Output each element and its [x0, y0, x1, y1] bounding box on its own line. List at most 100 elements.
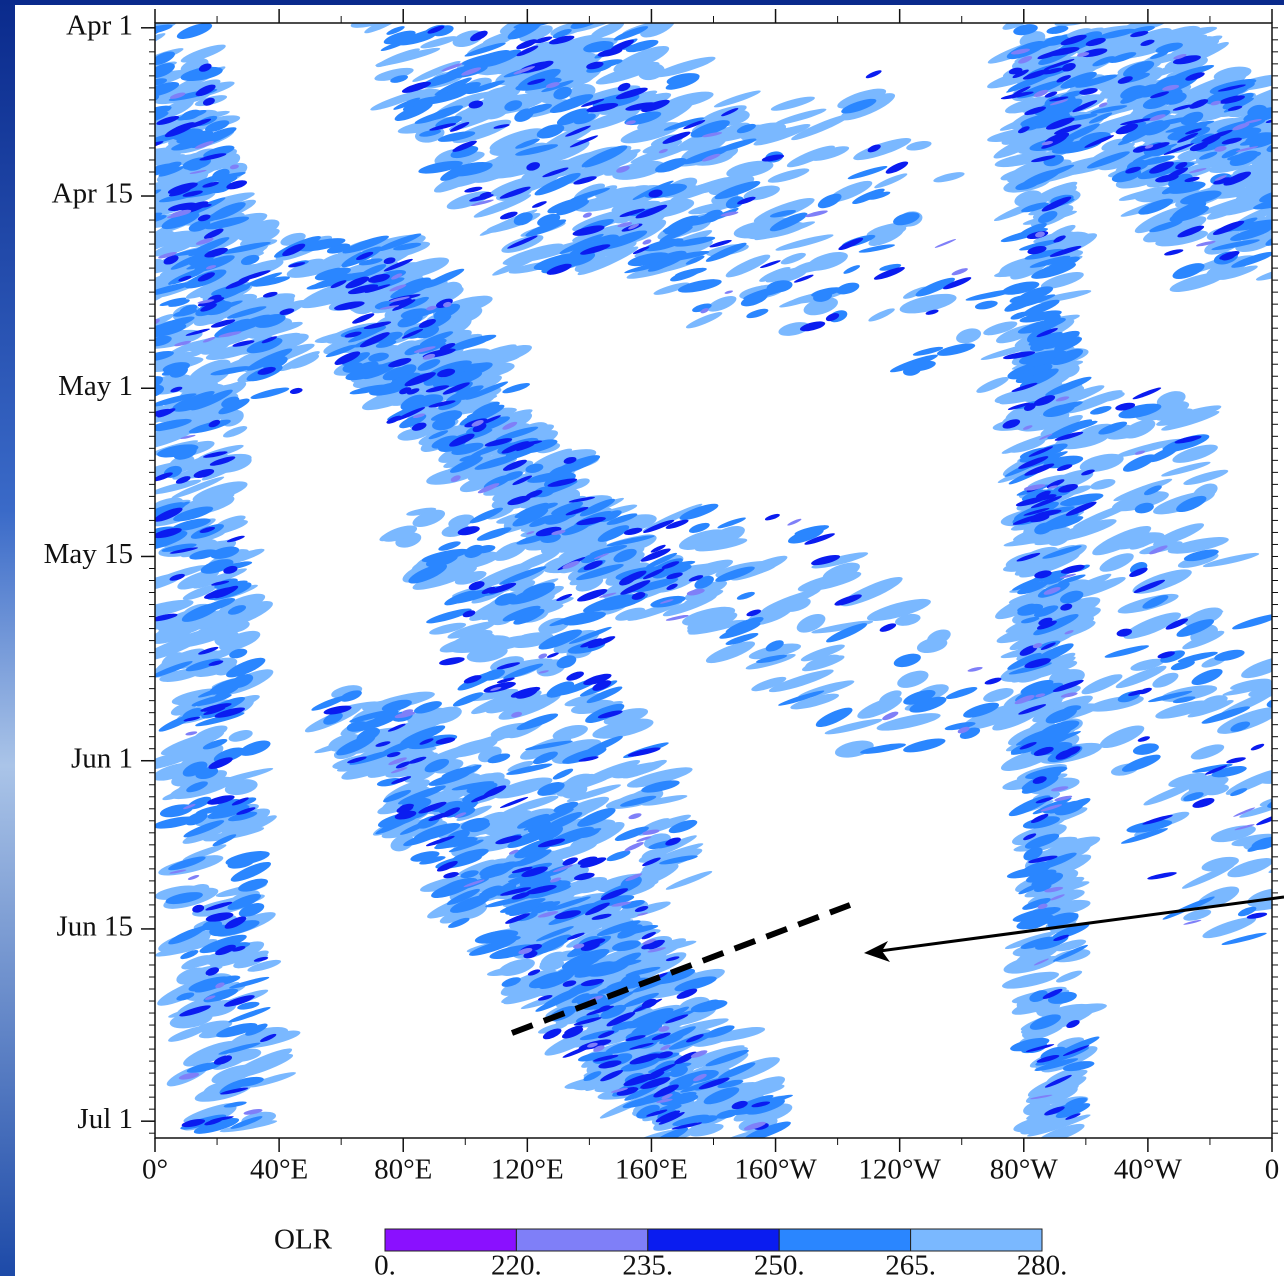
olr-blob	[157, 408, 176, 418]
olr-blob	[466, 80, 505, 95]
olr-blob	[1034, 570, 1052, 579]
olr-blob	[1023, 847, 1043, 861]
olr-blob	[155, 314, 174, 328]
olr-blob	[440, 164, 472, 181]
olr-blob	[811, 554, 841, 566]
olr-blob	[1201, 129, 1233, 142]
olr-blob	[461, 52, 503, 65]
olr-blob	[1023, 915, 1049, 930]
olr-blob	[563, 456, 577, 464]
olr-blob	[1099, 725, 1145, 749]
olr-blob	[563, 611, 606, 626]
olr-blob	[467, 464, 508, 482]
olr-blob	[173, 506, 214, 522]
olr-blob	[566, 478, 590, 490]
olr-blob	[330, 280, 347, 289]
olr-blob	[1060, 1047, 1090, 1060]
olr-blob	[793, 274, 814, 283]
olr-blob	[1162, 84, 1180, 91]
olr-blob	[235, 797, 257, 807]
olr-blob	[534, 172, 581, 196]
olr-blob	[528, 975, 553, 989]
olr-blob	[860, 743, 906, 754]
olr-blob	[254, 313, 286, 328]
olr-blob	[634, 906, 649, 912]
olr-blob	[867, 144, 881, 153]
olr-blob	[508, 849, 519, 855]
olr-blob	[1120, 828, 1169, 844]
olr-blob	[599, 592, 617, 598]
olr-blob	[229, 648, 248, 659]
olr-blob	[185, 740, 215, 752]
olr-blob	[1024, 106, 1046, 116]
olr-blob	[394, 407, 426, 422]
olr-blob	[204, 1118, 223, 1126]
olr-blob	[521, 866, 548, 878]
olr-blob	[906, 140, 932, 151]
olr-blob	[203, 826, 265, 842]
olr-blob	[210, 366, 252, 376]
olr-blob	[205, 912, 234, 922]
olr-blob	[671, 1122, 703, 1130]
olr-blob	[1246, 912, 1268, 919]
olr-blob	[1010, 1037, 1050, 1052]
olr-blob	[182, 79, 221, 96]
olr-blob	[1180, 190, 1222, 205]
olr-blob	[559, 233, 604, 254]
olr-blob	[578, 756, 599, 762]
olr-blob	[526, 162, 540, 171]
olr-blob	[232, 1076, 264, 1087]
olr-blob	[637, 101, 693, 130]
olr-blob	[580, 244, 611, 255]
olr-blob	[1067, 616, 1095, 630]
olr-blob	[581, 145, 628, 168]
olr-blob	[549, 94, 594, 113]
olr-blob	[226, 535, 245, 543]
olr-blob	[387, 399, 435, 420]
colorbar-swatch	[778, 1228, 912, 1252]
olr-blob	[575, 224, 624, 241]
olr-blob	[583, 673, 612, 686]
olr-blob	[1232, 122, 1250, 131]
olr-blob	[702, 132, 723, 138]
olr-blob	[1028, 446, 1054, 457]
olr-blob	[371, 710, 399, 724]
olr-blob	[1115, 123, 1139, 135]
olr-blob	[1043, 587, 1061, 595]
olr-blob	[676, 988, 698, 999]
olr-blob	[502, 383, 531, 394]
olr-blob	[1024, 248, 1064, 260]
olr-blob	[537, 1022, 568, 1034]
olr-blob	[170, 702, 197, 716]
olr-blob	[488, 582, 517, 594]
olr-blob	[527, 60, 554, 72]
olr-blob	[583, 1071, 602, 1081]
olr-blob	[638, 63, 665, 81]
olr-blob	[683, 120, 706, 130]
olr-blob	[408, 563, 448, 584]
olr-blob	[629, 1053, 661, 1065]
olr-blob	[473, 194, 532, 218]
olr-blob	[261, 336, 278, 344]
olr-blob	[462, 610, 476, 618]
y-tick-label: May 15	[44, 538, 133, 570]
olr-blob	[876, 713, 941, 731]
olr-blob	[664, 91, 714, 109]
olr-blob	[240, 228, 280, 247]
olr-blob	[552, 877, 608, 898]
olr-blob	[446, 888, 480, 906]
olr-blob	[1021, 546, 1059, 564]
olr-blob	[1137, 736, 1150, 742]
olr-blob	[603, 708, 649, 726]
olr-blob	[624, 1084, 660, 1101]
olr-blob	[447, 589, 493, 604]
olr-blob	[162, 789, 191, 801]
olr-blob	[1242, 218, 1272, 239]
olr-blob	[464, 42, 506, 57]
olr-blob	[511, 892, 530, 900]
olr-blob	[1041, 196, 1072, 212]
olr-blob	[822, 562, 860, 582]
olr-blob	[577, 588, 608, 602]
x-tick-label: 160°W	[734, 1154, 817, 1186]
olr-blob	[1138, 687, 1152, 695]
